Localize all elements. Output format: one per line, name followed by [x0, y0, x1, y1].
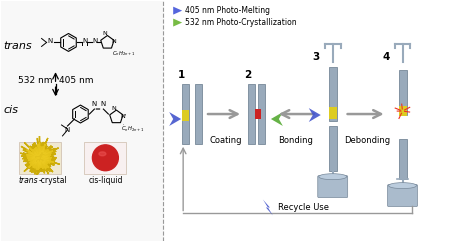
- Text: N: N: [92, 38, 98, 44]
- Polygon shape: [169, 112, 181, 126]
- Text: Recycle Use: Recycle Use: [278, 203, 329, 212]
- Ellipse shape: [389, 183, 417, 189]
- FancyBboxPatch shape: [258, 84, 265, 144]
- Text: N: N: [47, 38, 53, 45]
- Text: cis: cis: [4, 105, 18, 115]
- Text: cis-liquid: cis-liquid: [88, 176, 123, 185]
- Text: 1: 1: [178, 70, 185, 80]
- Bar: [0, 1, 163, 241]
- FancyBboxPatch shape: [84, 142, 127, 174]
- Text: N: N: [111, 106, 116, 111]
- Text: 3: 3: [313, 52, 320, 62]
- Polygon shape: [26, 143, 54, 170]
- Polygon shape: [173, 7, 182, 15]
- FancyBboxPatch shape: [182, 110, 189, 121]
- Text: 532 nm: 532 nm: [18, 76, 53, 85]
- FancyBboxPatch shape: [399, 139, 407, 179]
- Text: 532 nm Photo-Crystallization: 532 nm Photo-Crystallization: [185, 18, 297, 27]
- Text: -crystal: -crystal: [38, 176, 67, 185]
- Ellipse shape: [319, 174, 346, 180]
- Text: N: N: [111, 39, 116, 44]
- Text: Bonding: Bonding: [278, 136, 313, 145]
- Circle shape: [92, 145, 118, 171]
- Polygon shape: [271, 112, 283, 126]
- Text: 2: 2: [244, 70, 251, 80]
- Text: N': N': [120, 113, 127, 119]
- Text: N: N: [92, 101, 97, 107]
- Text: =: =: [94, 106, 100, 112]
- Text: Coating: Coating: [210, 136, 242, 145]
- FancyBboxPatch shape: [255, 109, 261, 119]
- Polygon shape: [20, 136, 60, 175]
- FancyBboxPatch shape: [329, 67, 337, 121]
- Text: trans: trans: [19, 176, 38, 185]
- Polygon shape: [309, 108, 321, 122]
- Text: N: N: [65, 127, 70, 133]
- Text: 405 nm Photo-Melting: 405 nm Photo-Melting: [185, 6, 270, 15]
- Text: N: N: [82, 38, 88, 44]
- FancyBboxPatch shape: [195, 84, 201, 144]
- Text: Debonding: Debonding: [345, 136, 391, 145]
- Text: $\dot{C}_nH_{2n+1}$: $\dot{C}_nH_{2n+1}$: [121, 124, 145, 134]
- Text: 405 nm: 405 nm: [58, 76, 93, 85]
- Text: N: N: [102, 31, 107, 37]
- FancyBboxPatch shape: [248, 84, 255, 144]
- FancyBboxPatch shape: [399, 106, 407, 116]
- Text: N: N: [101, 101, 106, 107]
- FancyBboxPatch shape: [18, 142, 61, 174]
- FancyBboxPatch shape: [329, 127, 337, 171]
- Ellipse shape: [99, 152, 106, 156]
- FancyBboxPatch shape: [399, 70, 407, 114]
- Text: $C_nH_{2n+1}$: $C_nH_{2n+1}$: [112, 49, 136, 58]
- FancyBboxPatch shape: [329, 107, 337, 119]
- FancyBboxPatch shape: [388, 185, 418, 206]
- FancyBboxPatch shape: [318, 176, 347, 197]
- Polygon shape: [173, 19, 182, 27]
- Text: 4: 4: [383, 52, 390, 62]
- Text: trans: trans: [4, 41, 32, 52]
- FancyBboxPatch shape: [182, 84, 189, 144]
- Polygon shape: [263, 200, 273, 215]
